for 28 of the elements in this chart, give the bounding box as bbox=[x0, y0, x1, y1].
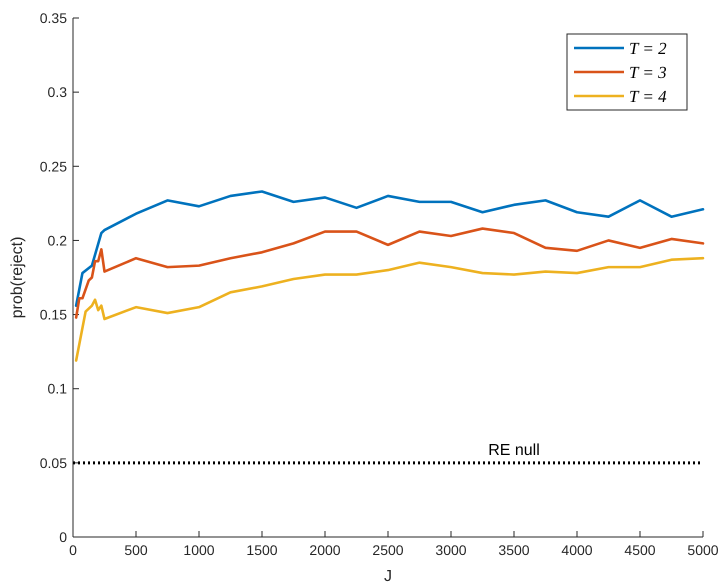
x-tick-label: 3000 bbox=[435, 542, 467, 558]
line-series bbox=[74, 256, 704, 362]
x-tick-label: 3500 bbox=[498, 542, 530, 558]
x-tick-label: 0 bbox=[69, 542, 78, 558]
y-tick-label: 0.2 bbox=[48, 232, 68, 248]
y-tick-label: 0.3 bbox=[48, 84, 68, 100]
legend-label: T = 3 bbox=[629, 63, 667, 82]
x-tick-label: 4500 bbox=[624, 542, 656, 558]
x-tick-label: 1000 bbox=[183, 542, 215, 558]
x-axis-title: J bbox=[384, 568, 392, 584]
x-tick-label: 2000 bbox=[309, 542, 341, 558]
legend-label: T = 4 bbox=[629, 87, 668, 106]
y-tick-label: 0.05 bbox=[40, 454, 68, 471]
x-tick-label: 500 bbox=[124, 542, 148, 558]
ref-line-label: RE null bbox=[488, 442, 540, 459]
x-tick-label: 1500 bbox=[246, 542, 278, 558]
line-series bbox=[74, 227, 704, 319]
y-tick-label: 0.1 bbox=[48, 380, 68, 397]
x-tick-label: 2500 bbox=[372, 542, 404, 558]
x-tick-label: 5000 bbox=[687, 542, 719, 558]
x-tick-label: 4000 bbox=[561, 542, 593, 558]
y-tick-label: 0.35 bbox=[40, 10, 68, 26]
y-tick-label: 0.15 bbox=[40, 306, 68, 323]
legend-label: T = 2 bbox=[629, 39, 668, 58]
line-series bbox=[74, 190, 704, 307]
y-tick-label: 0.25 bbox=[40, 158, 68, 174]
y-axis-title: prob(reject) bbox=[9, 236, 26, 318]
y-tick-label: 0 bbox=[59, 529, 68, 545]
